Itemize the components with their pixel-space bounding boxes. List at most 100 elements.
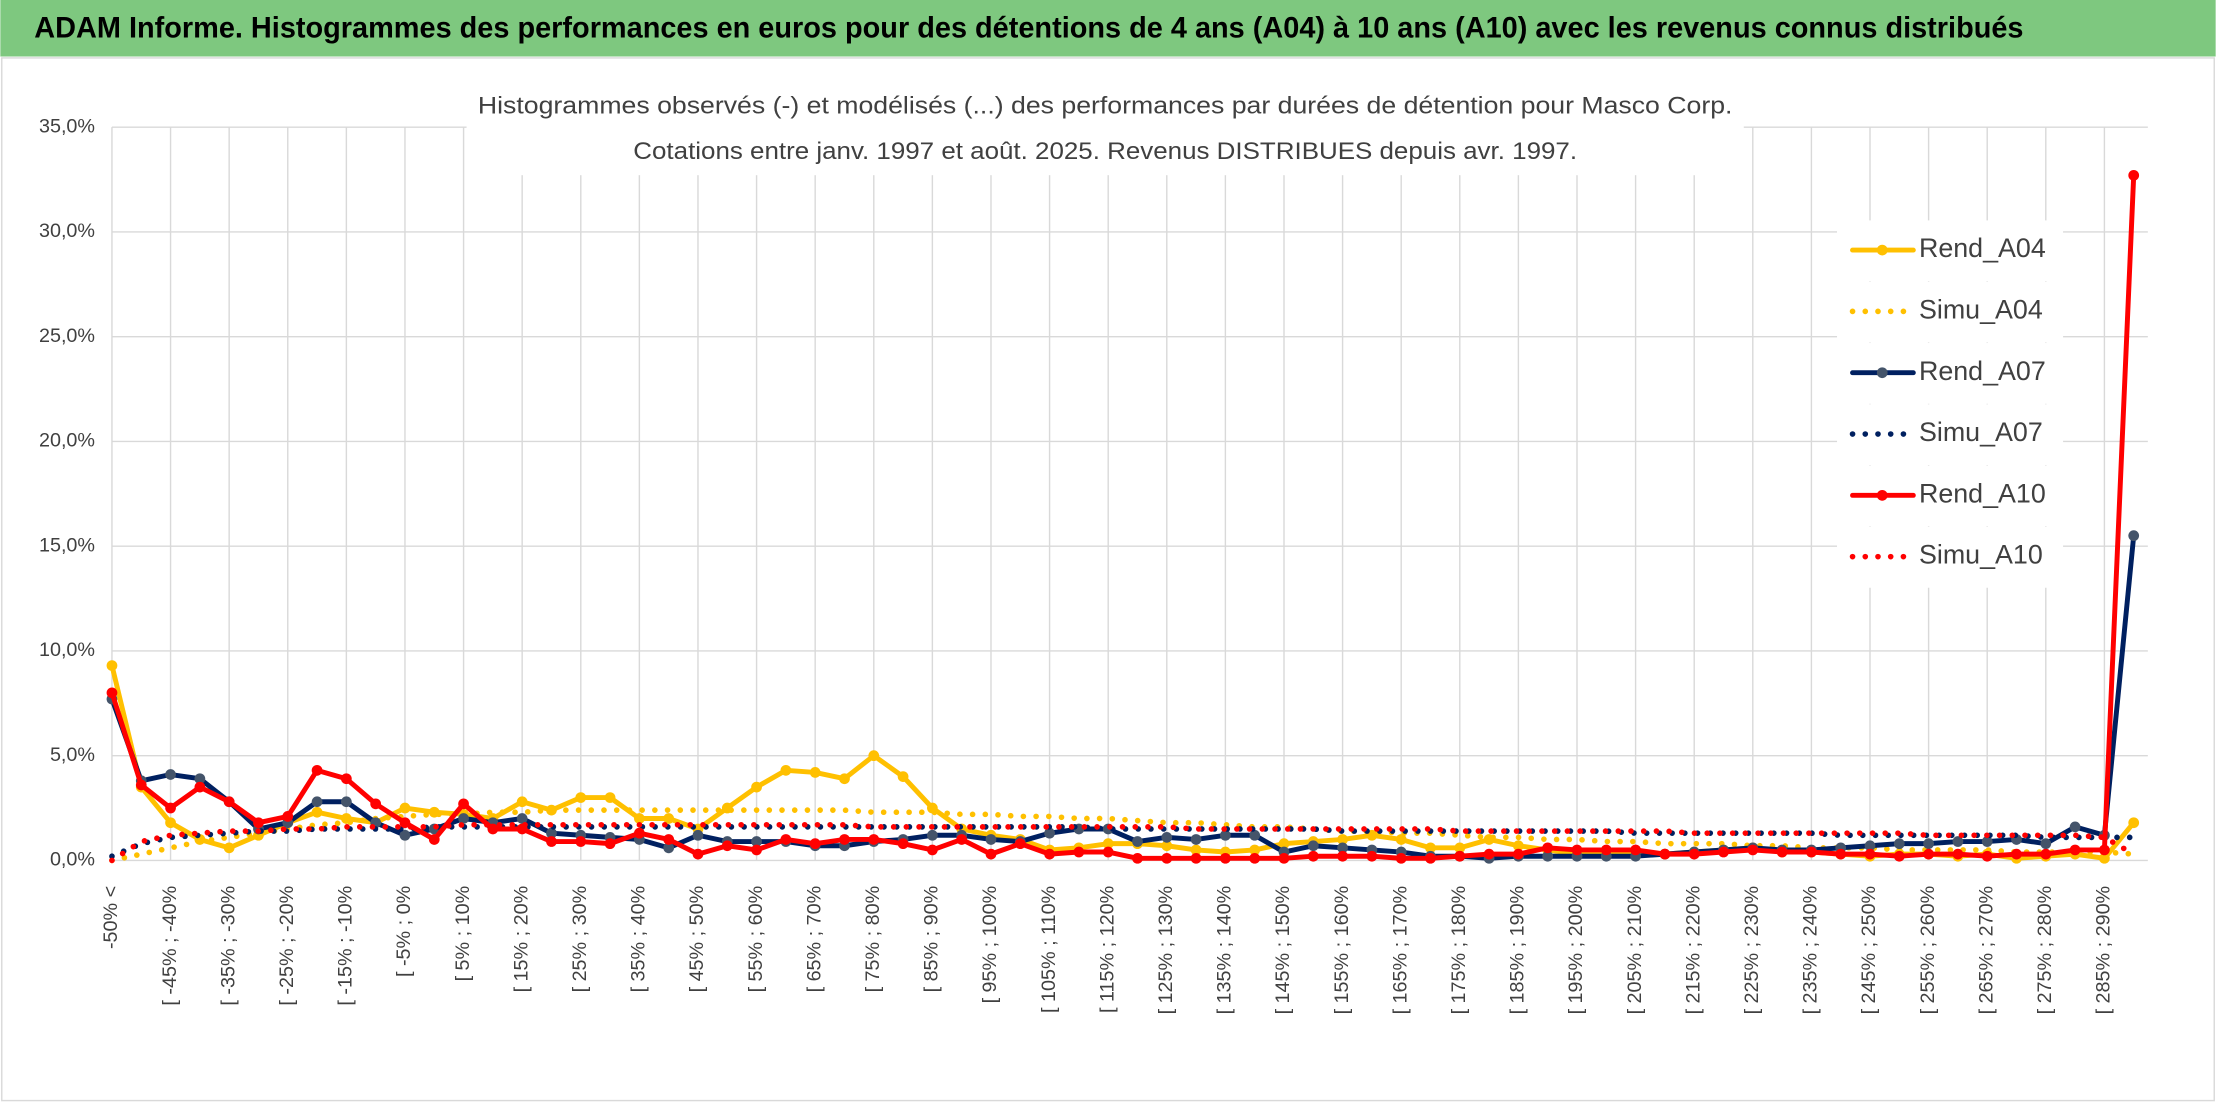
title-box	[466, 84, 1744, 176]
point	[546, 836, 557, 847]
x-tick-label: [ 65% ; 70%	[803, 886, 825, 993]
point	[1249, 852, 1261, 864]
point	[1835, 848, 1847, 860]
point	[751, 844, 762, 856]
point	[516, 813, 528, 824]
point	[1981, 836, 1993, 847]
point	[2040, 848, 2052, 860]
x-tick-label: [ 215% ; 220%	[1682, 886, 1704, 1015]
point	[1307, 840, 1319, 852]
x-tick-label: [ 185% ; 190%	[1507, 886, 1529, 1015]
point	[809, 838, 821, 850]
point	[1044, 848, 1055, 860]
point	[1278, 852, 1290, 864]
x-tick-label: [ -5% ; 0%	[393, 886, 415, 977]
point	[1513, 848, 1524, 860]
point	[1102, 838, 1114, 850]
point	[780, 764, 792, 776]
point	[1483, 848, 1495, 860]
legend-label: Simu_A10	[1919, 540, 2043, 570]
point	[897, 838, 909, 850]
point	[1923, 838, 1934, 850]
point	[1073, 846, 1085, 858]
point	[2069, 821, 2081, 833]
point	[194, 781, 206, 793]
point	[2069, 844, 2081, 856]
chart-title: Histogrammes observés (-) et modélisés (…	[478, 93, 1733, 120]
point	[809, 767, 821, 778]
point	[1806, 846, 1817, 858]
y-tick-label: 5,0%	[50, 744, 95, 766]
x-tick-label: [ 35% ; 40%	[628, 886, 650, 993]
legend-bg	[1837, 404, 2064, 466]
legend-label: Rend_A07	[1919, 356, 2046, 386]
point	[1161, 831, 1173, 843]
point	[604, 792, 616, 803]
point	[370, 798, 382, 810]
point	[1337, 850, 1348, 862]
point	[1952, 848, 1964, 860]
point	[1132, 836, 1143, 847]
series-line	[109, 807, 2137, 864]
point	[1454, 842, 1466, 854]
x-tick-label: [ 255% ; 260%	[1917, 886, 1939, 1015]
point	[223, 842, 235, 854]
x-tick-label: [ 265% ; 270%	[1975, 886, 1997, 1015]
point	[399, 817, 411, 829]
point	[575, 836, 587, 847]
point	[311, 796, 323, 808]
point	[1190, 834, 1202, 845]
point	[1425, 842, 1436, 854]
point	[1893, 838, 1905, 850]
point	[2128, 169, 2140, 181]
x-tick-label: [ 55% ; 60%	[745, 886, 767, 993]
x-tick-label: [ 125% ; 130%	[1155, 886, 1177, 1015]
x-tick-label: [ -15% ; -10%	[335, 886, 357, 1006]
legend-label: Rend_A04	[1919, 233, 2046, 263]
x-tick-label: [ 195% ; 200%	[1565, 886, 1587, 1015]
y-tick-label: 10,0%	[39, 639, 95, 661]
point	[1161, 840, 1173, 852]
point	[1161, 852, 1173, 864]
point	[985, 848, 997, 860]
point	[1454, 850, 1466, 862]
y-tick-label: 30,0%	[39, 220, 95, 242]
point	[282, 811, 294, 822]
point	[165, 802, 176, 814]
point	[458, 813, 469, 824]
point	[634, 827, 645, 839]
point	[1249, 829, 1261, 841]
point	[1659, 848, 1671, 860]
point	[1776, 846, 1788, 858]
x-tick-label: [ 235% ; 240%	[1800, 886, 1822, 1015]
point	[1600, 844, 1612, 856]
x-tick-label: -50% <	[100, 886, 122, 949]
point	[2099, 852, 2110, 864]
x-tick-label: [ 205% ; 210%	[1624, 886, 1646, 1015]
point	[751, 836, 762, 847]
point	[604, 838, 616, 850]
point	[1952, 836, 1964, 847]
chart-subtitle: Cotations entre janv. 1997 et août. 2025…	[633, 138, 1577, 165]
point	[1220, 852, 1231, 864]
point	[223, 796, 235, 808]
point	[428, 834, 440, 845]
point	[399, 829, 411, 841]
point	[927, 844, 938, 856]
point	[1571, 844, 1583, 856]
point	[1542, 842, 1554, 854]
point	[2128, 817, 2140, 829]
point	[839, 773, 850, 785]
point	[1190, 852, 1202, 864]
point	[1864, 840, 1876, 852]
legend-marker	[1876, 489, 1888, 501]
legend-marker	[1876, 367, 1888, 379]
x-tick-label: [ 105% ; 110%	[1038, 886, 1060, 1013]
x-tick-label: [ 165% ; 170%	[1389, 886, 1411, 1015]
point	[2011, 848, 2022, 860]
point	[2040, 838, 2052, 850]
x-tick-label: [ 245% ; 250%	[1858, 886, 1880, 1015]
point	[340, 796, 352, 808]
x-tick-label: [ 15% ; 20%	[510, 886, 532, 993]
legend-bg	[1837, 281, 2064, 343]
